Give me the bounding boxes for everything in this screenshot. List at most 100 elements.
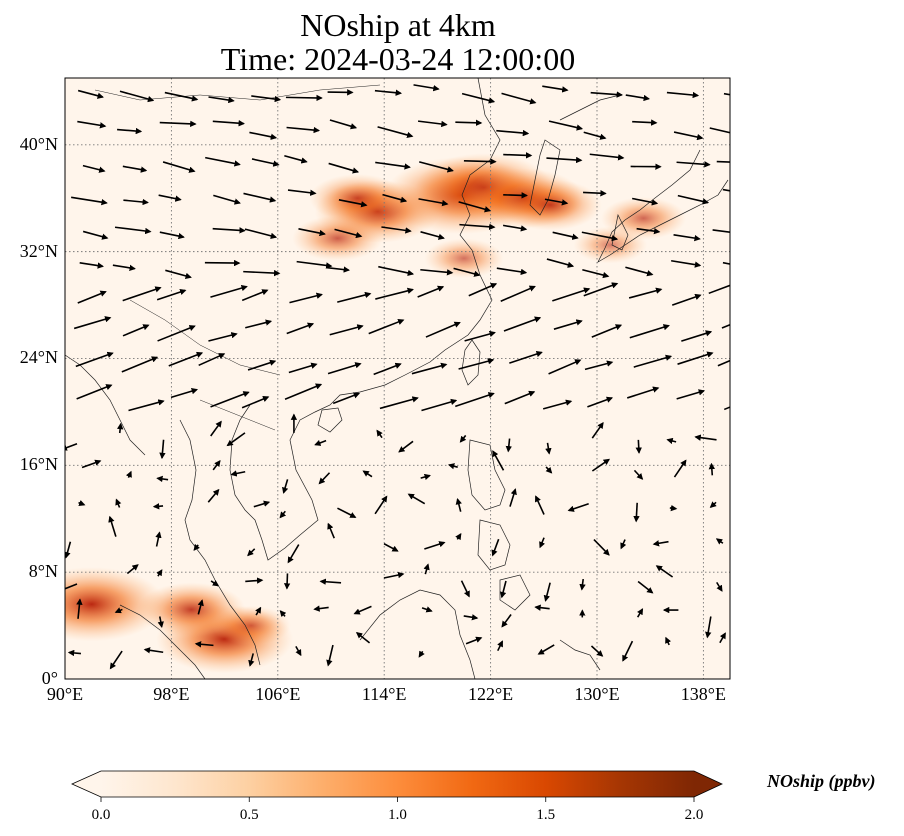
wind-arrow xyxy=(455,497,462,512)
wind-arrow xyxy=(458,358,495,370)
wind-arrow xyxy=(418,650,425,658)
wind-arrow xyxy=(378,265,415,277)
wind-arrow xyxy=(226,432,246,447)
wind-arrow xyxy=(210,420,222,437)
wind-arrow xyxy=(418,198,449,207)
wind-arrow xyxy=(245,319,273,329)
longitude-tick-label: 114°E xyxy=(361,684,407,704)
wind-arrow xyxy=(249,131,278,140)
latitude-tick-label: 40°N xyxy=(19,133,58,154)
wind-arrow xyxy=(715,538,724,545)
wind-arrow xyxy=(116,422,124,434)
wind-arrow xyxy=(546,258,575,268)
wind-arrow xyxy=(455,533,462,541)
wind-arrow xyxy=(626,386,660,399)
wind-arrow xyxy=(253,500,271,508)
wind-arrow xyxy=(534,604,550,611)
wind-arrow xyxy=(122,165,148,173)
wind-arrow xyxy=(109,650,123,670)
wind-arrow xyxy=(65,442,78,451)
concentration-hotspot xyxy=(424,238,504,279)
wind-arrow xyxy=(67,649,82,657)
wind-arrow xyxy=(503,152,533,159)
longitude-tick-label: 138°E xyxy=(680,684,726,704)
colorbar-extend-max xyxy=(694,771,722,797)
wind-arrow xyxy=(421,398,458,412)
wind-arrow xyxy=(420,473,431,481)
wind-arrow xyxy=(328,162,360,174)
wind-arrow xyxy=(77,89,104,99)
wind-arrow xyxy=(376,429,383,439)
wind-arrow xyxy=(458,201,492,213)
wind-arrow xyxy=(633,502,640,523)
wind-arrow xyxy=(210,580,220,587)
wind-arrow xyxy=(459,434,467,443)
wind-arrow xyxy=(288,362,318,374)
wind-arrow xyxy=(676,161,711,168)
wind-arrow xyxy=(119,90,155,103)
wind-arrow xyxy=(637,580,654,594)
wind-arrow xyxy=(552,231,579,240)
wind-arrow xyxy=(338,199,368,208)
wind-arrow xyxy=(283,573,291,590)
wind-arrow xyxy=(193,543,200,551)
wind-arrow xyxy=(327,362,362,375)
wind-arrow xyxy=(122,324,150,337)
wind-arrow xyxy=(337,291,372,303)
wind-arrow xyxy=(114,226,152,235)
longitude-tick-label: 98°E xyxy=(153,684,190,704)
wind-arrow xyxy=(78,499,86,506)
wind-arrow xyxy=(591,458,610,472)
colorbar-tick-label: 1.5 xyxy=(536,807,556,823)
wind-arrow xyxy=(318,472,331,485)
wind-arrow xyxy=(722,261,730,265)
wind-arrow xyxy=(159,231,185,240)
wind-arrow xyxy=(379,396,419,410)
wind-arrow xyxy=(279,510,287,519)
wind-arrow xyxy=(545,442,552,455)
wind-arrow xyxy=(162,161,196,173)
wind-arrow xyxy=(628,287,663,299)
wind-arrow xyxy=(208,96,235,104)
wind-arrow xyxy=(383,543,399,552)
wind-arrow xyxy=(420,231,445,240)
wind-arrow xyxy=(709,501,717,508)
wind-arrow xyxy=(407,493,426,505)
wind-arrow xyxy=(244,228,278,239)
wind-arrow xyxy=(721,323,730,329)
wind-arrow xyxy=(681,330,713,342)
wind-arrow xyxy=(465,636,483,645)
wind-arrow xyxy=(155,531,162,547)
colorbar-tick-label: 0.0 xyxy=(91,807,111,823)
wind-arrow xyxy=(158,194,182,202)
wind-arrow xyxy=(583,190,607,197)
wind-arrow xyxy=(165,269,192,279)
wind-arrow xyxy=(537,644,555,655)
wind-arrow xyxy=(326,644,334,667)
wind-arrow xyxy=(355,632,371,644)
wind-arrow xyxy=(198,353,226,367)
wind-arrow xyxy=(421,606,433,613)
map-title-line1: NOship at 4km xyxy=(300,7,496,43)
wind-arrow xyxy=(543,582,551,602)
wind-arrow xyxy=(673,459,687,478)
wind-arrow xyxy=(509,350,543,364)
wind-arrow xyxy=(332,392,361,405)
wind-arrow xyxy=(313,605,329,612)
concentration-hotspot xyxy=(573,226,648,264)
wind-arrow xyxy=(251,95,282,103)
wind-arrow xyxy=(287,544,300,564)
wind-arrow xyxy=(156,475,169,483)
wind-arrow xyxy=(723,406,730,411)
longitude-tick-label: 90°E xyxy=(46,684,84,704)
wind-arrow xyxy=(591,421,604,439)
wind-arrow xyxy=(152,503,164,510)
latitude-tick-label: 16°N xyxy=(19,454,58,475)
wind-arrow xyxy=(593,539,610,556)
wind-arrow xyxy=(455,392,495,408)
wind-arrow xyxy=(673,234,701,242)
wind-arrow xyxy=(296,260,333,269)
wind-arrow xyxy=(579,578,586,591)
wind-arrow xyxy=(255,606,262,616)
wind-arrow xyxy=(157,325,196,342)
